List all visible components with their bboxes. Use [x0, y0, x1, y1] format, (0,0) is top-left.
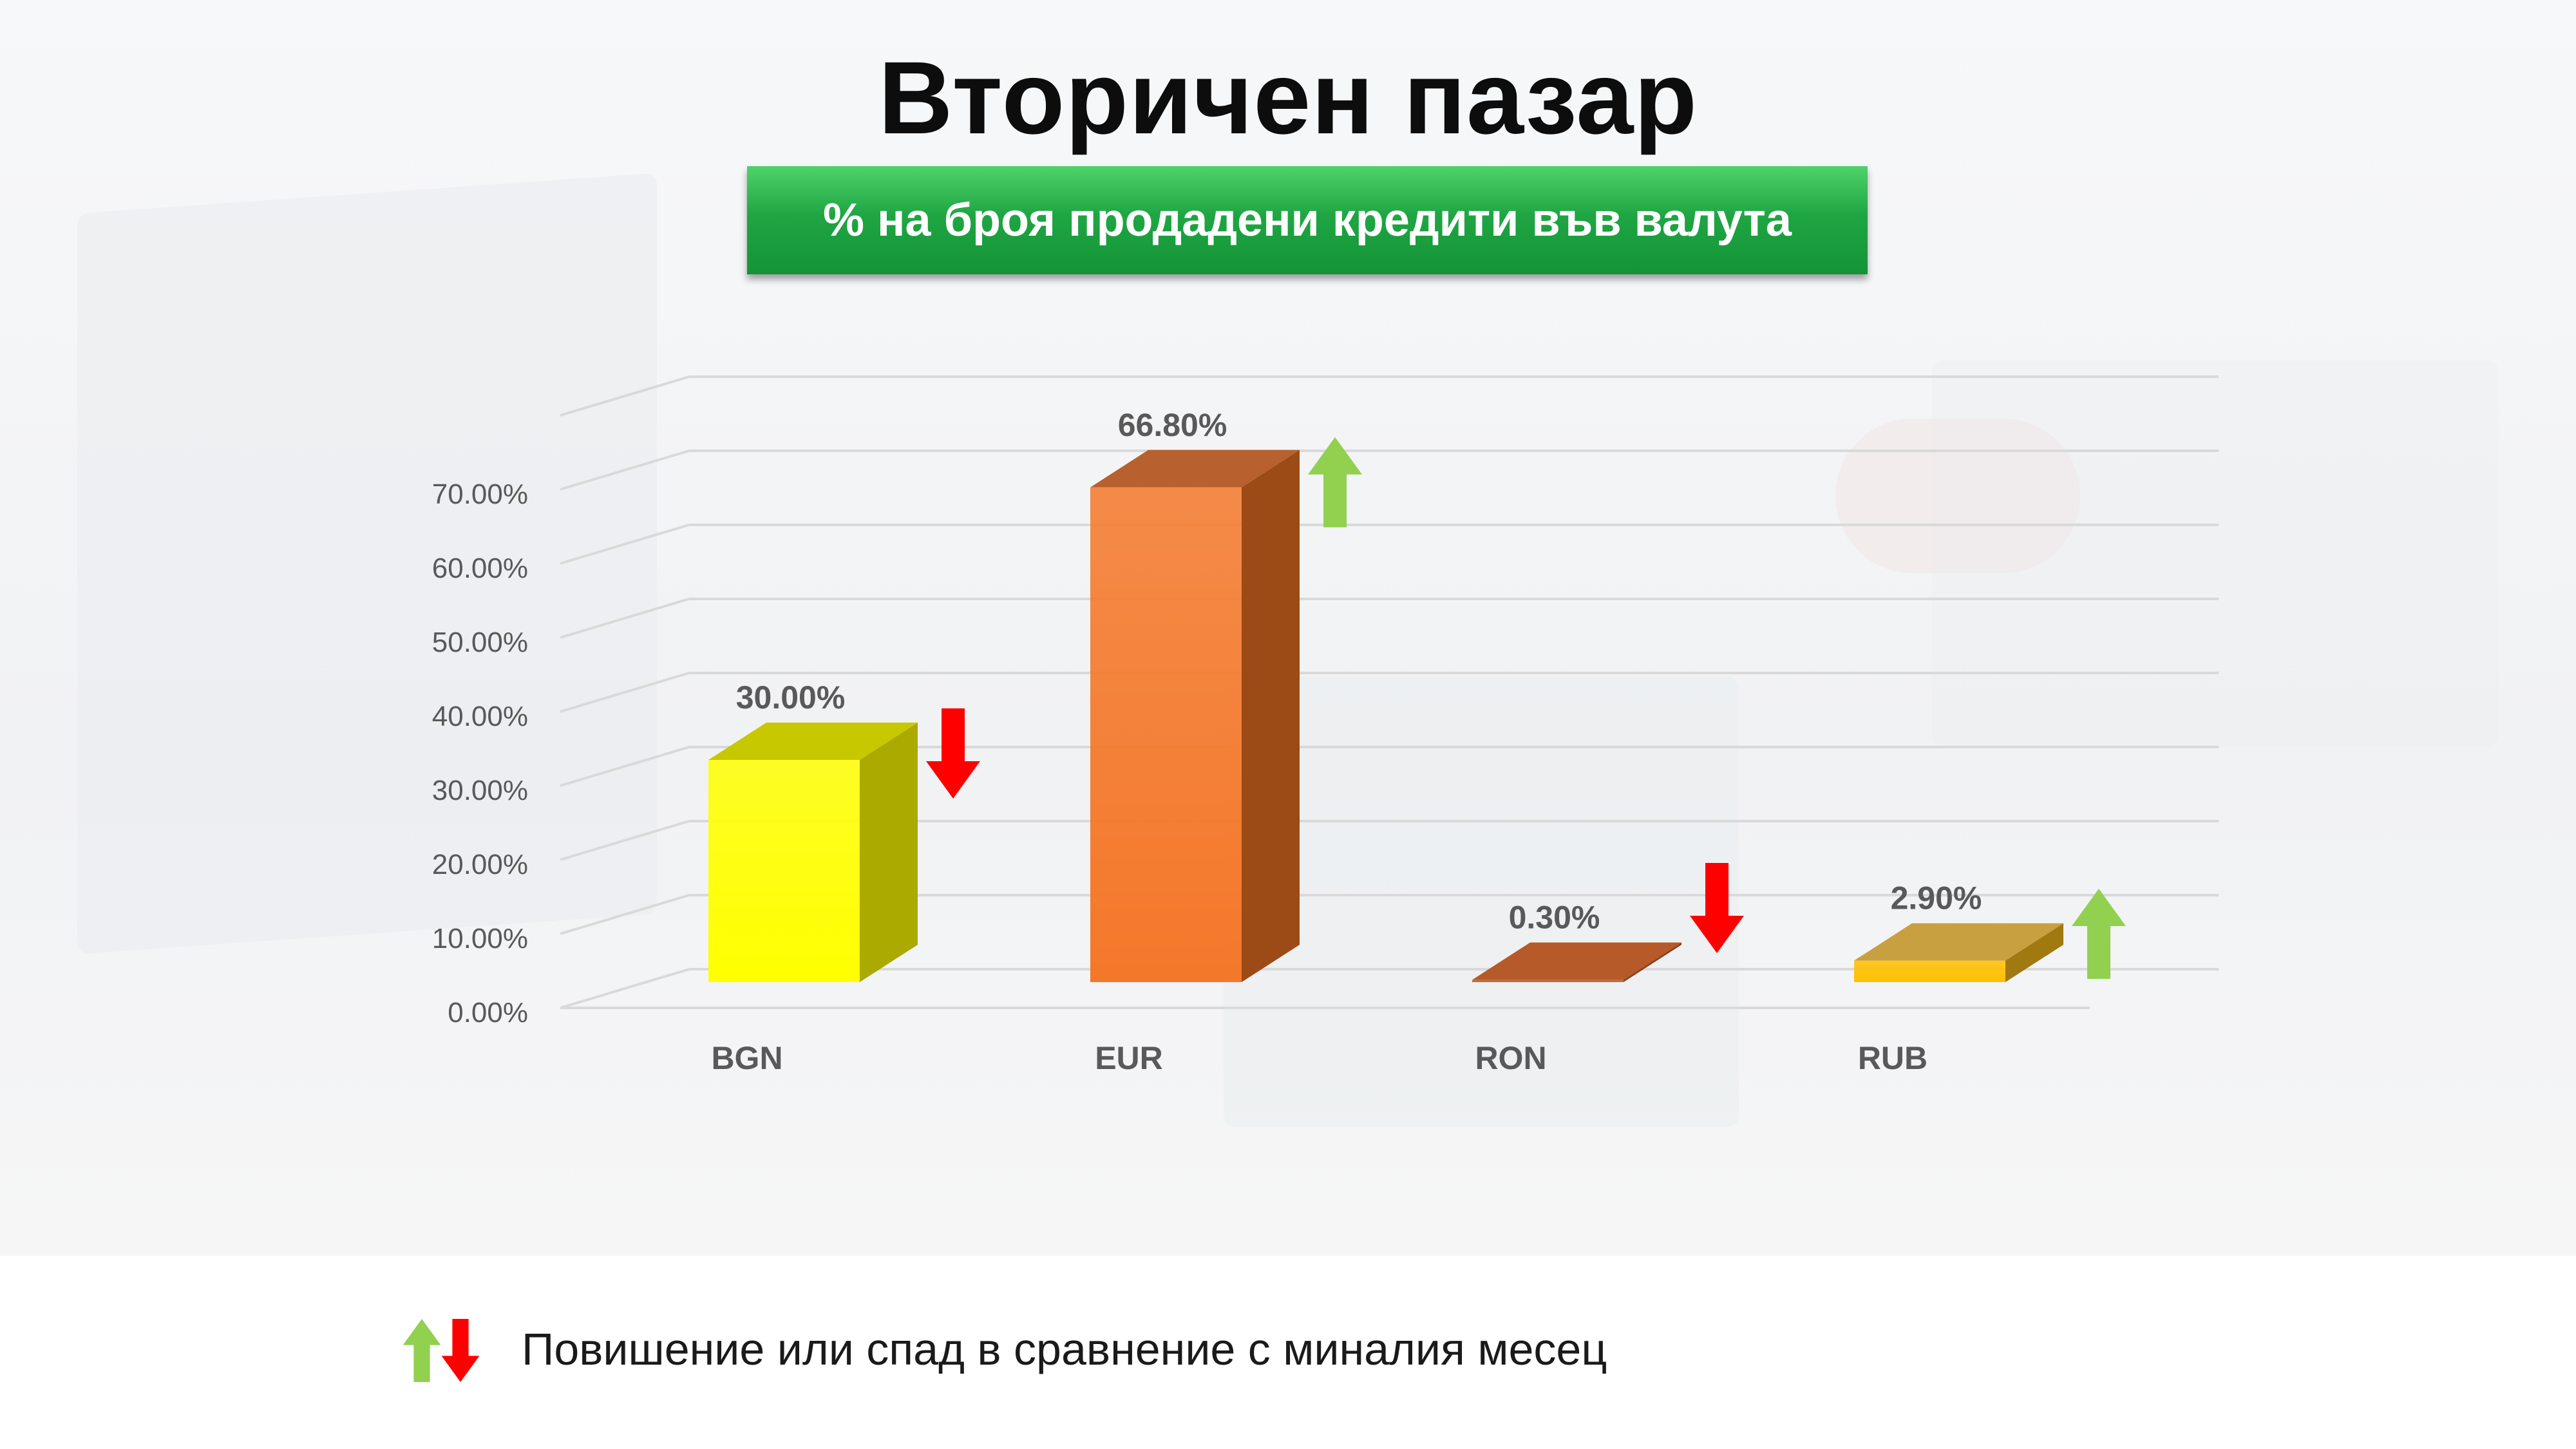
- bar-chart: 0.00% 10.00% 20.00% 30.00% 40.00% 50.00% 60.00…: [432, 375, 2219, 1076]
- y-tick-label: 40.00%: [432, 701, 528, 732]
- data-label: 30.00%: [736, 679, 846, 715]
- data-label: 2.90%: [1891, 880, 1982, 916]
- subtitle-banner: % на броя продадени кредити във валута: [747, 166, 1868, 274]
- y-tick-label: 50.00%: [432, 627, 528, 658]
- gridline-diagonal: [560, 672, 690, 713]
- y-tick-label: 10.00%: [432, 923, 528, 954]
- legend: Повишение или спад в сравнение с миналия…: [399, 1314, 1607, 1385]
- trend-arrows: [926, 437, 2126, 979]
- gridline-diagonal: [560, 820, 690, 861]
- legend-text: Повишение или спад в сравнение с миналия…: [522, 1324, 1607, 1374]
- gridline-diagonal: [560, 746, 690, 787]
- legend-up-arrow-icon: [402, 1319, 441, 1382]
- data-label: 66.80%: [1118, 407, 1227, 443]
- trend-down-arrow-icon: [926, 708, 980, 799]
- gridline-diagonal: [560, 894, 690, 935]
- gridline-diagonal: [560, 450, 690, 491]
- x-category-label: RON: [1475, 1040, 1546, 1076]
- trend-up-arrow-icon: [1308, 437, 1362, 527]
- bar-side: [860, 723, 918, 982]
- x-category-label: BGN: [711, 1040, 782, 1076]
- x-category-label: RUB: [1858, 1040, 1927, 1076]
- bar-side: [2005, 923, 2063, 982]
- bar-top: [1854, 923, 2063, 961]
- bar-side: [1624, 942, 1681, 982]
- y-tick-label: 60.00%: [432, 553, 528, 584]
- data-label: 0.30%: [1509, 900, 1600, 936]
- gridline-diagonal: [560, 375, 690, 417]
- trend-up-arrow-icon: [2072, 889, 2126, 979]
- chart-bars: [708, 450, 2063, 982]
- bar-front: [1854, 960, 2005, 982]
- legend-down-arrow-icon: [441, 1319, 480, 1382]
- bar-front: [1472, 980, 1624, 982]
- y-tick-label: 70.00%: [432, 478, 528, 510]
- y-tick-label: 20.00%: [432, 849, 528, 880]
- bar-top: [1090, 450, 1300, 488]
- y-tick-label: 0.00%: [448, 997, 528, 1028]
- y-axis-ticks: 0.00% 10.00% 20.00% 30.00% 40.00% 50.00% 60.00…: [432, 478, 528, 1028]
- x-category-label: EUR: [1095, 1040, 1163, 1076]
- y-tick-label: 30.00%: [432, 775, 528, 806]
- subtitle-text: % на броя продадени кредити във валута: [823, 194, 1792, 246]
- bar-side: [1242, 450, 1300, 982]
- bar-top: [708, 723, 918, 760]
- bar-front: [1090, 487, 1242, 982]
- gridline-diagonal: [560, 524, 690, 565]
- bar-front: [708, 760, 860, 982]
- x-axis-categories: BGN EUR RON RUB: [711, 1040, 1927, 1076]
- legend-up-down-icon: [402, 1319, 480, 1382]
- gridline-diagonal: [560, 598, 690, 639]
- page-title: Вторичен пазар: [878, 40, 1698, 155]
- gridline-diagonal: [560, 968, 690, 1009]
- chart-labels: 30.00% 66.80% 0.30% 2.90%: [736, 407, 1982, 936]
- trend-down-arrow-icon: [1690, 863, 1744, 953]
- bar-top: [1472, 942, 1681, 980]
